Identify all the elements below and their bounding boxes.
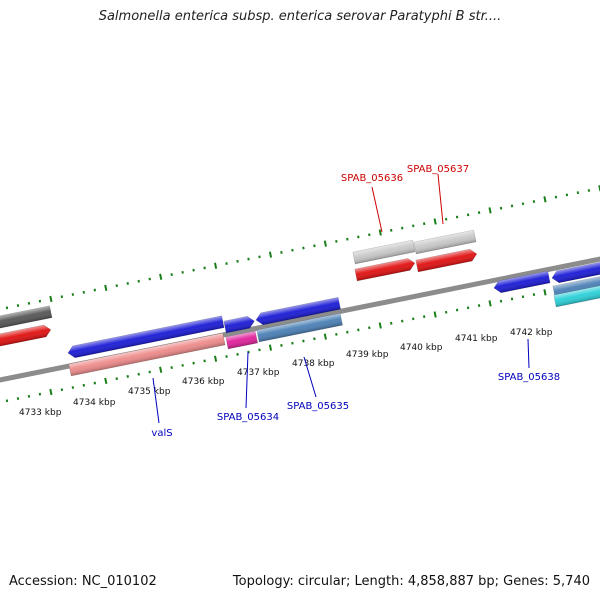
lower-tick	[433, 311, 437, 318]
scale-tick-label: 4734 kbp	[73, 398, 116, 408]
gene-arrow[interactable]	[255, 296, 341, 326]
label-leader	[303, 356, 317, 398]
gene-arrow[interactable]	[551, 259, 600, 284]
scale-tick-label: 4736 kbp	[182, 377, 225, 387]
gene-bar-shading	[256, 313, 343, 342]
scale-labels: 4733 kbp 4734 kbp 4735 kbp 4736 kbp 4737 kbp…	[19, 328, 553, 418]
gene-bar[interactable]	[225, 330, 258, 350]
gene-bar[interactable]	[413, 229, 477, 255]
lower-tick	[488, 300, 492, 307]
genome-summary: Topology: circular; Length: 4,858,887 bp…	[232, 574, 590, 589]
gene-label: SPAB_05635	[287, 401, 349, 412]
upper-tick	[214, 262, 218, 269]
upper-tick	[378, 229, 382, 236]
scale-tick-label: 4739 kbp	[346, 350, 389, 360]
scale-tick-label: 4733 kbp	[19, 408, 62, 418]
label-leader	[152, 377, 160, 424]
label-leader	[437, 173, 444, 225]
lower-tick	[104, 377, 108, 385]
label-leader	[527, 338, 530, 369]
upper-tick	[268, 251, 273, 258]
label-leader-lines	[152, 173, 530, 424]
gene-arrow-shading	[415, 249, 477, 272]
gene-arrow[interactable]	[0, 324, 52, 349]
gene-arrow-shading	[0, 325, 51, 348]
gene-arrow-shading	[494, 271, 551, 293]
gene-arrow-shading	[552, 260, 600, 283]
gene-label: SPAB_05634	[217, 412, 279, 423]
gene-bar[interactable]	[352, 239, 416, 265]
gene-arrow[interactable]	[354, 257, 416, 282]
lower-tick	[214, 355, 218, 362]
gene-arrow-shading	[68, 315, 225, 358]
upper-tick	[488, 207, 492, 214]
gene-bar-shading	[0, 305, 52, 330]
label-leader	[245, 351, 249, 409]
genome-title: Salmonella enterica subsp. enterica sero…	[98, 9, 502, 24]
scale-tick-label: 4740 kbp	[400, 343, 443, 353]
scale-tick-label: 4737 kbp	[237, 368, 280, 378]
upper-tick	[323, 240, 327, 247]
gene-bar[interactable]	[256, 312, 343, 343]
gene-labels: SPAB_05636 SPAB_05637 valS SPAB_05634 SPAB_0…	[151, 164, 560, 439]
gene-arrow[interactable]	[223, 315, 256, 334]
scale-tick-label: 4738 kbp	[292, 359, 335, 369]
gene-bar[interactable]	[0, 305, 53, 331]
lower-tick	[543, 289, 547, 296]
gene-bar-shading	[413, 230, 476, 254]
scale-tick-label: 4742 kbp	[510, 328, 553, 338]
gene-bar-shading	[552, 274, 600, 298]
gene-label: SPAB_05638	[498, 372, 560, 383]
lower-tick-ring	[5, 278, 600, 403]
lower-tick	[159, 366, 163, 373]
gene-arrow[interactable]	[67, 315, 225, 359]
upper-tick	[543, 196, 547, 203]
upper-tick	[104, 284, 108, 292]
gene-arrow-shading	[354, 258, 415, 281]
gene-arrow[interactable]	[415, 248, 478, 273]
scale-tick-label: 4735 kbp	[128, 387, 171, 397]
gene-features[interactable]	[0, 229, 600, 377]
gene-bar[interactable]	[68, 332, 226, 377]
gene-bar-shading	[352, 240, 415, 264]
gene-bar-shading	[225, 331, 258, 349]
upper-tick	[159, 273, 163, 280]
lower-tick	[323, 333, 327, 340]
label-leader	[371, 186, 383, 233]
gene-bar-shading	[68, 333, 226, 376]
lower-tick	[49, 388, 53, 396]
lower-tick	[268, 344, 273, 351]
lower-tick	[378, 322, 382, 329]
accession-label: Accession: NC_010102	[9, 574, 157, 589]
gene-label: SPAB_05637	[407, 164, 469, 175]
gene-label: SPAB_05636	[341, 173, 403, 184]
upper-tick-ring	[5, 185, 600, 310]
gene-arrow-shading	[256, 297, 341, 325]
upper-tick	[433, 218, 437, 225]
gene-arrow[interactable]	[493, 270, 551, 294]
gene-label: valS	[151, 428, 172, 439]
scale-tick-label: 4741 kbp	[455, 334, 498, 344]
gene-arrow-shading	[223, 316, 255, 333]
upper-tick	[49, 295, 53, 303]
